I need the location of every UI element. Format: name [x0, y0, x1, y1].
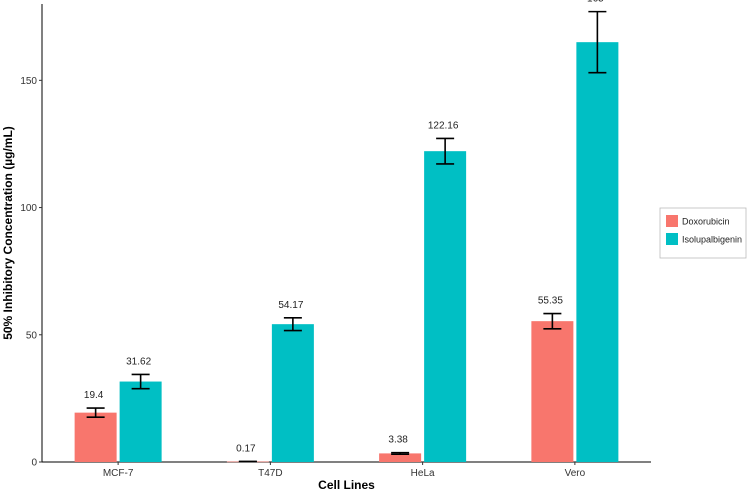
bar-doxorubicin-hela	[379, 453, 422, 462]
y-axis: 0 50 100 150	[20, 4, 43, 469]
bar-isolupalbigenin-hela	[424, 151, 467, 463]
x-tick-label: MCF-7	[103, 468, 134, 479]
data-label: 55.35	[538, 296, 563, 307]
x-axis: MCF-7 T47D HeLa Vero	[42, 461, 651, 479]
x-tick-label: T47D	[258, 468, 282, 479]
x-tick-label: HeLa	[411, 468, 435, 479]
y-tick-label: 150	[20, 76, 37, 87]
x-tick-label: Vero	[565, 468, 586, 479]
data-label: 122.16	[428, 120, 459, 131]
y-tick-label: 0	[31, 458, 37, 469]
legend-label: Isolupalbigenin	[682, 235, 742, 245]
y-axis-title: 50% Inhibitory Concentration (µg/mL)	[1, 126, 15, 340]
data-label: 0.17	[236, 443, 256, 454]
data-label: 54.17	[278, 300, 303, 311]
bars	[74, 42, 619, 463]
legend-swatch	[666, 233, 678, 245]
data-label: 31.62	[126, 356, 151, 367]
y-tick-label: 100	[20, 203, 37, 214]
data-labels: 19.4 0.17 3.38 55.35 31.62 54.17 122.16 165	[84, 0, 604, 454]
bar-doxorubicin-mcf-7	[74, 412, 117, 462]
error-bars	[86, 10, 607, 463]
bar-doxorubicin-vero	[531, 321, 574, 462]
legend: Doxorubicin Isolupalbigenin	[659, 207, 747, 259]
bar-isolupalbigenin-t47d	[271, 324, 314, 462]
x-axis-title: Cell Lines	[318, 478, 375, 492]
bar-isolupalbigenin-mcf-7	[119, 381, 162, 462]
y-tick-label: 50	[26, 330, 38, 341]
data-label: 165	[587, 0, 604, 5]
data-label: 3.38	[388, 435, 408, 446]
data-label: 19.4	[84, 390, 104, 401]
bar-isolupalbigenin-vero	[576, 42, 619, 463]
legend-label: Doxorubicin	[682, 217, 730, 227]
legend-swatch	[666, 215, 678, 227]
